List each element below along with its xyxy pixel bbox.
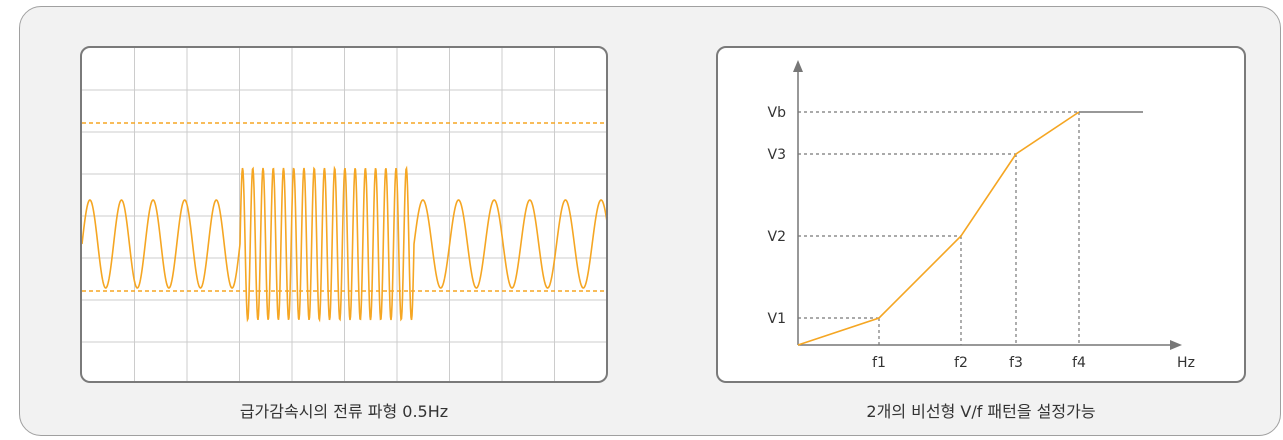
y-tick-label-v3: V3 bbox=[768, 147, 786, 163]
x-axis-arrow bbox=[1170, 340, 1182, 350]
x-tick-label-hz: Hz bbox=[1177, 355, 1195, 371]
vf-pattern-caption: 2개의 비선형 V/f 패턴을 설정가능 bbox=[866, 402, 1096, 421]
vf-axis-labels: Vb V3 V2 V1 f1 f2 f3 f4 Hz bbox=[768, 105, 1195, 371]
x-tick-label-f4: f4 bbox=[1072, 355, 1086, 371]
waveform-panel bbox=[80, 46, 608, 383]
vf-pattern-panel: Vb V3 V2 V1 f1 f2 f3 f4 Hz bbox=[716, 46, 1246, 383]
waveform-caption: 급가감속시의 전류 파형 0.5Hz bbox=[239, 402, 449, 421]
vf-pattern-chart: Vb V3 V2 V1 f1 f2 f3 f4 Hz bbox=[768, 60, 1195, 371]
y-tick-label-vb: Vb bbox=[768, 105, 787, 121]
x-tick-label-f2: f2 bbox=[954, 355, 968, 371]
x-tick-label-f1: f1 bbox=[872, 355, 886, 371]
y-tick-label-v1: V1 bbox=[768, 311, 786, 327]
waveform-grid bbox=[82, 48, 606, 381]
waveform-chart bbox=[82, 48, 606, 381]
x-tick-label-f3: f3 bbox=[1009, 355, 1023, 371]
current-waveform-line bbox=[82, 165, 606, 323]
vf-curve-line bbox=[797, 111, 1080, 346]
y-axis-arrow bbox=[793, 60, 803, 72]
vf-guide-lines bbox=[798, 111, 1080, 345]
vf-axes bbox=[793, 60, 1182, 350]
y-tick-label-v2: V2 bbox=[768, 229, 786, 245]
